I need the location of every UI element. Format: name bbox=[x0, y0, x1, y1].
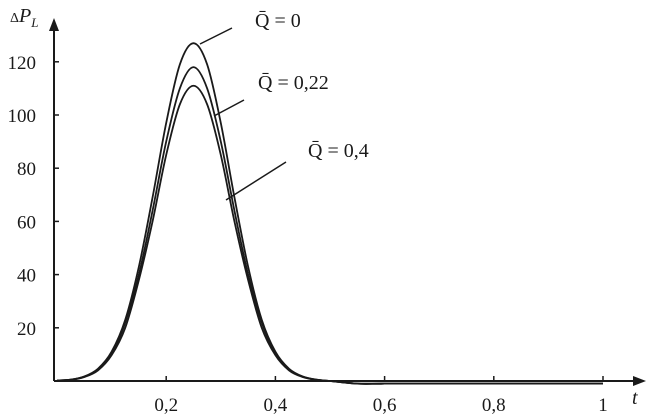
series-label: Q̄ = 0 bbox=[255, 10, 301, 32]
x-tick-label: 1 bbox=[598, 395, 608, 416]
series-line-1 bbox=[56, 66, 603, 385]
x-axis-label: t bbox=[632, 387, 638, 409]
leader-line bbox=[199, 27, 233, 45]
x-tick-label: 0,6 bbox=[373, 395, 397, 416]
y-tick-label: 80 bbox=[17, 159, 36, 180]
series-line-2 bbox=[56, 84, 603, 385]
x-tick-label: 0,4 bbox=[264, 395, 288, 416]
y-tick-label: 120 bbox=[8, 53, 37, 74]
axes: ΔPL t bbox=[10, 5, 646, 409]
series-label: Q̄ = 0,22 bbox=[258, 72, 329, 94]
y-tick-label: 60 bbox=[17, 212, 36, 233]
x-tick-label: 0,2 bbox=[154, 395, 178, 416]
y-axis-arrow-icon bbox=[49, 18, 59, 31]
leader-line bbox=[213, 99, 245, 117]
y-tick-label: 100 bbox=[8, 106, 37, 127]
leader-line bbox=[225, 161, 287, 201]
y-tick-label: 40 bbox=[17, 266, 36, 287]
x-axis-arrow-icon bbox=[633, 376, 646, 386]
series-label: Q̄ = 0,4 bbox=[308, 140, 369, 162]
x-tick-label: 0,8 bbox=[482, 395, 506, 416]
y-tick-label: 20 bbox=[17, 319, 36, 340]
y-axis-label: ΔPL bbox=[10, 5, 38, 30]
series-line-0 bbox=[56, 42, 603, 385]
